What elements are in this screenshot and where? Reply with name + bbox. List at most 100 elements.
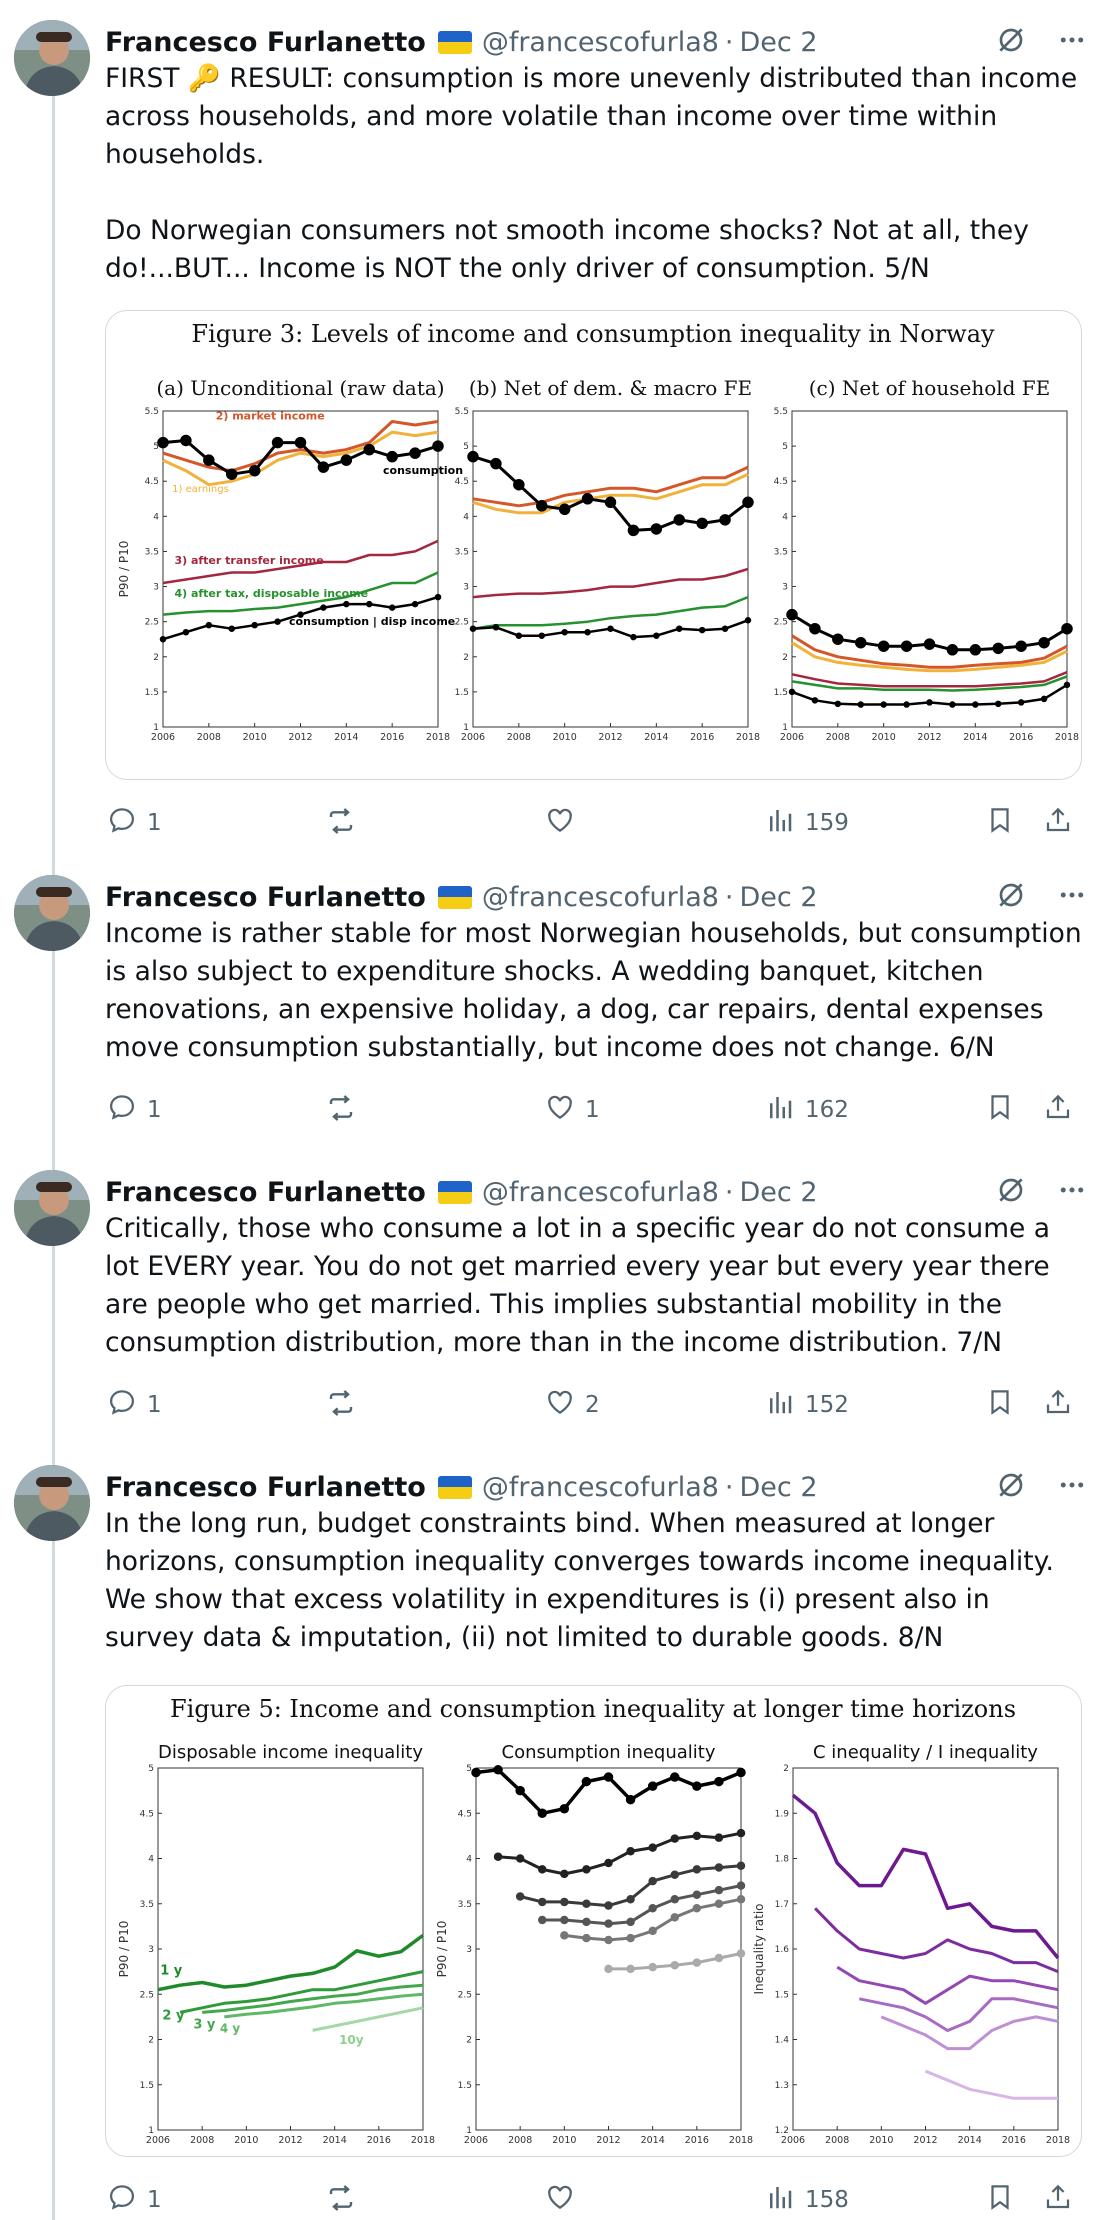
bookmark-button[interactable] (985, 1387, 1015, 1417)
author-name[interactable]: Francesco Furlanetto (105, 1176, 426, 1208)
more-icon[interactable] (1057, 25, 1087, 59)
like-button[interactable]: 2 (545, 1387, 600, 1423)
share-button[interactable] (1043, 2182, 1073, 2212)
data-point (536, 500, 548, 512)
author-handle[interactable]: @francescofurla8 (481, 1471, 719, 1503)
retweet-button[interactable] (325, 2182, 367, 2220)
figure5-image[interactable]: Figure 5: Income and consumption inequal… (105, 1685, 1082, 2157)
reply-icon (107, 1387, 137, 1423)
author-name[interactable]: Francesco Furlanetto (105, 26, 426, 58)
like-button[interactable]: 1 (545, 1092, 600, 1128)
views-button[interactable]: 162 (765, 1092, 849, 1128)
views-count: 158 (805, 2187, 849, 2213)
x-tick-label: 2006 (780, 732, 804, 743)
y-tick-label: 1.5 (455, 688, 469, 698)
more-icon[interactable] (1057, 1470, 1087, 1504)
more-icon[interactable] (1057, 880, 1087, 914)
reply-button[interactable]: 1 (107, 805, 162, 841)
views-button[interactable]: 158 (765, 2182, 849, 2218)
y-tick-label: 4 (153, 512, 159, 522)
tweet-date[interactable]: Dec 2 (739, 1176, 818, 1208)
share-button[interactable] (1043, 1092, 1073, 1122)
tweet-actions: 1 2 152 (105, 1383, 1087, 1423)
y-tick-label: 3.5 (774, 547, 788, 557)
y-tick-label: 2 (148, 2036, 154, 2046)
like-button[interactable] (545, 2182, 585, 2218)
x-tick-label: 2008 (507, 732, 531, 743)
data-point (493, 1852, 503, 1861)
data-point (736, 1861, 746, 1870)
author-name[interactable]: Francesco Furlanetto (105, 881, 426, 913)
data-point (317, 461, 330, 473)
data-point (670, 1870, 679, 1880)
tweet-content: Francesco Furlanetto @francescofurla8 · Dec… (105, 1170, 1087, 1418)
x-tick-label: 2018 (1046, 2135, 1070, 2146)
like-count: 1 (585, 1097, 600, 1123)
grok-icon[interactable] (995, 1174, 1027, 1210)
like-button[interactable] (545, 805, 585, 841)
reply-button[interactable]: 1 (107, 1092, 162, 1128)
retweet-icon (325, 805, 357, 843)
y-tick-label: 4 (782, 512, 788, 522)
author-handle[interactable]: @francescofurla8 (481, 881, 719, 913)
y-tick-label: 1.9 (775, 1809, 790, 1819)
more-icon[interactable] (1057, 1175, 1087, 1209)
figure5-chart: Figure 5: Income and consumption inequal… (117, 1695, 1070, 2146)
retweet-button[interactable] (325, 1387, 367, 1425)
y-tick-label: 1 (782, 723, 788, 733)
share-button[interactable] (1043, 805, 1073, 835)
avatar[interactable] (14, 875, 90, 951)
author-handle[interactable]: @francescofurla8 (481, 1176, 719, 1208)
data-point (584, 628, 591, 636)
author-handle[interactable]: @francescofurla8 (481, 26, 719, 58)
y-tick-label: 5 (463, 442, 469, 452)
tweet-date[interactable]: Dec 2 (739, 1471, 818, 1503)
avatar[interactable] (14, 1465, 90, 1541)
y-tick-label: 1 (466, 2126, 472, 2136)
grok-icon[interactable] (995, 879, 1027, 915)
tweet-date[interactable]: Dec 2 (739, 26, 818, 58)
x-tick-label: 2016 (1002, 2135, 1026, 2146)
label-after-tax: 4) after tax, disposable income (174, 587, 368, 600)
tweet-content: Francesco Furlanetto @francescofurla8 · Dec… (105, 1465, 1087, 2213)
x-tick-label: 2006 (781, 2135, 805, 2146)
y-tick-label: 4 (466, 1855, 472, 1865)
author-name[interactable]: Francesco Furlanetto (105, 1471, 426, 1503)
y-tick-label: 1 (153, 723, 159, 733)
x-tick-label: 2018 (729, 2135, 753, 2146)
bookmark-button[interactable] (985, 1092, 1015, 1122)
data-point (877, 640, 890, 652)
data-point (647, 1781, 658, 1791)
ukraine-flag-icon (437, 885, 472, 909)
data-point (1063, 681, 1071, 689)
share-button[interactable] (1043, 1387, 1073, 1417)
avatar[interactable] (14, 20, 90, 96)
data-point (228, 625, 235, 632)
y-tick-label: 2.5 (145, 618, 159, 628)
plot-frame (475, 1767, 742, 2131)
tweet: Francesco Furlanetto @francescofurla8 · Dec… (0, 855, 1099, 1150)
avatar[interactable] (14, 1170, 90, 1246)
data-point (900, 640, 913, 652)
data-point (698, 626, 706, 634)
tweet-text: Income is rather stable for most Norwegi… (105, 918, 1082, 1063)
retweet-button[interactable] (325, 805, 367, 843)
series-line (858, 1997, 1059, 2032)
grok-icon[interactable] (995, 1469, 1027, 1505)
views-button[interactable]: 159 (765, 805, 849, 841)
x-tick-label: 2008 (197, 732, 221, 743)
panel-title: C inequality / I inequality (813, 1742, 1038, 1763)
data-point (182, 628, 190, 636)
reply-button[interactable]: 1 (107, 2182, 162, 2218)
bookmark-button[interactable] (985, 805, 1015, 835)
data-point (294, 436, 307, 449)
tweet-date[interactable]: Dec 2 (739, 881, 818, 913)
bookmark-button[interactable] (985, 2182, 1015, 2212)
y-tick-label: 3 (466, 1945, 472, 1955)
reply-button[interactable]: 1 (107, 1387, 162, 1423)
views-button[interactable]: 152 (765, 1387, 849, 1423)
retweet-button[interactable] (325, 1092, 367, 1130)
figure3-image[interactable]: Figure 3: Levels of income and consumpti… (105, 310, 1082, 780)
data-point (274, 618, 281, 625)
grok-icon[interactable] (995, 24, 1027, 60)
